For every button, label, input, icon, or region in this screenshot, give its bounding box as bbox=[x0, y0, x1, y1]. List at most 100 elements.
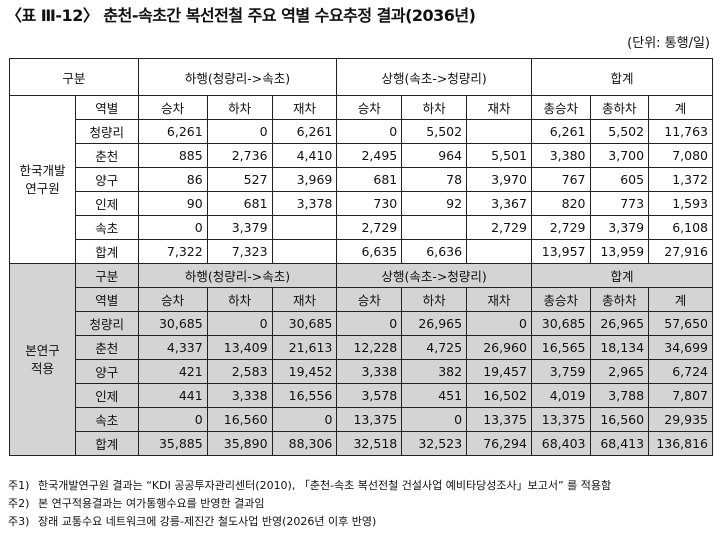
down-onboard-cell: 88,306 bbox=[271, 431, 338, 456]
down-alight-cell: 2,583 bbox=[206, 359, 273, 384]
up-alight-cell: 26,965 bbox=[401, 311, 468, 336]
up-board-cell: 2,495 bbox=[336, 143, 403, 168]
total-board-cell: 4,019 bbox=[530, 383, 591, 408]
up-onboard-cell: 19,457 bbox=[466, 359, 532, 384]
down-board-cell: 30,685 bbox=[137, 311, 208, 336]
up-board-cell: 3,338 bbox=[336, 359, 403, 384]
header-board: 승차 bbox=[336, 287, 403, 312]
station-cell: 양구 bbox=[74, 167, 139, 192]
station-cell: 양구 bbox=[74, 359, 139, 384]
total-board-cell: 767 bbox=[530, 167, 591, 192]
table-row: 속초 0 16,560 0 13,375 0 13,375 13,375 16,560 29,93… bbox=[10, 407, 713, 432]
up-alight-cell: 964 bbox=[401, 143, 468, 168]
group-label-line1: 본연구 bbox=[25, 342, 60, 358]
total-alight-cell: 3,788 bbox=[589, 383, 650, 408]
header-total-alight: 총하차 bbox=[589, 287, 650, 312]
total-alight-cell: 5,502 bbox=[589, 119, 650, 144]
station-cell: 속초 bbox=[74, 215, 139, 240]
footnote-text: 장래 교통수요 네트워크에 강릉-제진간 철도사업 반영(2026년 이후 반영… bbox=[38, 515, 377, 528]
down-alight-cell: 681 bbox=[206, 191, 273, 216]
header-row-2: 본연구 적용 구분 하행(청량리->속초) 상행(속초->청량리) 합계 bbox=[9, 263, 714, 456]
down-onboard-cell: 4,410 bbox=[271, 143, 338, 168]
header-subrow-2: 역별 승차 하차 재차 승차 하차 재차 총승차 총하차 계 bbox=[10, 287, 713, 312]
down-onboard-cell: 3,378 bbox=[271, 191, 338, 216]
table-row: 춘천 4,337 13,409 21,613 12,228 4,725 26,960 16,5… bbox=[10, 335, 713, 360]
station-cell: 속초 bbox=[74, 407, 139, 432]
total-alight-cell: 2,965 bbox=[589, 359, 650, 384]
table-row: 합계 7,322 7,323 6,635 6,636 13,957 13,959 27,916 bbox=[10, 239, 713, 264]
up-board-cell: 13,375 bbox=[336, 407, 403, 432]
total-board-cell: 820 bbox=[530, 191, 591, 216]
total-sum-cell: 1,372 bbox=[648, 167, 713, 192]
total-board-cell: 2,729 bbox=[530, 215, 591, 240]
down-onboard-cell: 0 bbox=[271, 407, 338, 432]
total-sum-cell: 7,080 bbox=[648, 143, 713, 168]
down-board-cell: 0 bbox=[137, 407, 208, 432]
total-board-cell: 13,957 bbox=[530, 239, 591, 264]
header-down: 하행(청량리->속초) bbox=[137, 58, 338, 96]
table-row: 속초 0 3,379 2,729 2,729 2,729 3,379 6,108 bbox=[10, 215, 713, 240]
up-board-cell: 730 bbox=[336, 191, 403, 216]
table-row: 인제 441 3,338 16,556 3,578 451 16,502 4,019 3,788… bbox=[10, 383, 713, 408]
table-row: 청량리 6,261 0 6,261 0 5,502 6,261 5,502 11,763 bbox=[10, 119, 713, 144]
header-total-board: 총승차 bbox=[530, 95, 591, 120]
total-alight-cell: 68,413 bbox=[589, 431, 650, 456]
up-alight-cell: 5,502 bbox=[401, 119, 468, 144]
up-board-cell: 0 bbox=[336, 119, 403, 144]
down-board-cell: 6,261 bbox=[137, 119, 208, 144]
down-onboard-cell: 3,969 bbox=[271, 167, 338, 192]
total-alight-cell: 18,134 bbox=[589, 335, 650, 360]
down-onboard-cell bbox=[271, 215, 338, 240]
group-label-line1: 한국개발 bbox=[19, 162, 66, 178]
header-onboard: 재차 bbox=[466, 95, 532, 120]
up-board-cell: 12,228 bbox=[336, 335, 403, 360]
footnote-key: 주1) bbox=[8, 479, 30, 492]
up-onboard-cell: 26,960 bbox=[466, 335, 532, 360]
up-onboard-cell: 3,367 bbox=[466, 191, 532, 216]
down-board-cell: 0 bbox=[137, 215, 208, 240]
header-gubun: 구분 bbox=[74, 263, 139, 288]
header-gubun: 구분 bbox=[9, 58, 139, 96]
up-onboard-cell bbox=[466, 239, 532, 264]
total-sum-cell: 29,935 bbox=[648, 407, 713, 432]
header-onboard: 재차 bbox=[466, 287, 532, 312]
total-alight-cell: 773 bbox=[589, 191, 650, 216]
total-sum-cell: 6,724 bbox=[648, 359, 713, 384]
total-board-cell: 30,685 bbox=[530, 311, 591, 336]
header-row: 구분 하행(청량리->속초) 상행(속초->청량리) 합계 bbox=[9, 58, 714, 96]
up-onboard-cell: 2,729 bbox=[466, 215, 532, 240]
station-cell: 인제 bbox=[74, 383, 139, 408]
total-alight-cell: 16,560 bbox=[589, 407, 650, 432]
footnote-text: 한국개발연구원 결과는 “KDI 공공투자관리센터(2010), 「춘천-속초 … bbox=[38, 479, 612, 492]
table-row: 춘천 885 2,736 4,410 2,495 964 5,501 3,380 3,700 7,… bbox=[10, 143, 713, 168]
up-alight-cell: 6,636 bbox=[401, 239, 468, 264]
down-board-cell: 86 bbox=[137, 167, 208, 192]
unit-label: (단위: 통행/일) bbox=[627, 36, 710, 51]
up-onboard-cell: 16,502 bbox=[466, 383, 532, 408]
header-up: 상행(속초->청량리) bbox=[336, 58, 532, 96]
station-cell: 합계 bbox=[74, 431, 139, 456]
table-row: 양구 86 527 3,969 681 78 3,970 767 605 1,372 bbox=[10, 167, 713, 192]
station-cell: 청량리 bbox=[74, 119, 139, 144]
group-label-study: 본연구 적용 bbox=[9, 263, 76, 456]
table-row: 합계 35,885 35,890 88,306 32,518 32,523 76,294 68… bbox=[10, 431, 713, 456]
header-total-alight: 총하차 bbox=[589, 95, 650, 120]
down-alight-cell: 0 bbox=[206, 311, 273, 336]
header-alight: 하차 bbox=[206, 287, 273, 312]
header-alight: 하차 bbox=[401, 95, 468, 120]
total-board-cell: 16,565 bbox=[530, 335, 591, 360]
up-alight-cell: 382 bbox=[401, 359, 468, 384]
up-onboard-cell: 5,501 bbox=[466, 143, 532, 168]
down-onboard-cell: 21,613 bbox=[271, 335, 338, 360]
group-label-line2: 연구원 bbox=[25, 180, 60, 196]
total-alight-cell: 605 bbox=[589, 167, 650, 192]
header-onboard: 재차 bbox=[271, 287, 338, 312]
up-alight-cell: 0 bbox=[401, 407, 468, 432]
up-board-cell: 6,635 bbox=[336, 239, 403, 264]
footnote-3: 주3) 장래 교통수요 네트워크에 강릉-제진간 철도사업 반영(2026년 이… bbox=[8, 513, 714, 531]
down-board-cell: 35,885 bbox=[137, 431, 208, 456]
total-sum-cell: 27,916 bbox=[648, 239, 713, 264]
down-onboard-cell: 6,261 bbox=[271, 119, 338, 144]
footnote-text: 본 연구적용결과는 여가통행수요를 반영한 결과임 bbox=[38, 497, 265, 510]
